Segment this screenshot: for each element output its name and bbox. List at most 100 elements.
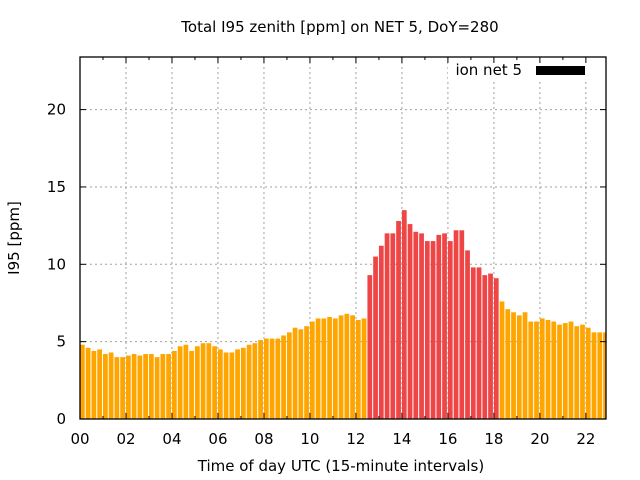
bar [442, 233, 447, 419]
x-tick-label: 20 [530, 430, 549, 448]
bar [321, 318, 327, 419]
bar [194, 346, 200, 419]
legend-label: ion net 5 [455, 61, 522, 79]
bar [603, 332, 606, 419]
bar [470, 267, 476, 419]
bar [447, 241, 453, 419]
bar [373, 256, 378, 419]
y-tick-label: 20 [47, 101, 66, 119]
axes [79, 56, 607, 420]
x-tick-label: 08 [254, 430, 273, 448]
bar [80, 344, 85, 419]
bar [269, 338, 275, 419]
bar [568, 321, 574, 419]
bar [217, 349, 223, 419]
bar [557, 324, 562, 419]
bar [350, 315, 355, 419]
y-axis-label: I95 [ppm] [5, 201, 23, 275]
bar [476, 267, 482, 419]
bar [505, 309, 511, 419]
bar [327, 316, 332, 419]
bar [166, 354, 171, 419]
bar [384, 233, 390, 419]
bar [459, 230, 465, 419]
bar [516, 315, 522, 419]
bar [91, 350, 97, 419]
bar [171, 350, 177, 419]
bar [315, 318, 321, 419]
x-tick-label: 04 [162, 430, 181, 448]
bar [177, 346, 183, 419]
bar [85, 347, 91, 419]
bar [453, 230, 459, 419]
bar [275, 338, 281, 419]
bar [160, 354, 166, 419]
bar [304, 326, 309, 419]
bar [137, 355, 143, 419]
bar [367, 275, 373, 419]
bar [534, 321, 539, 419]
bar [258, 340, 263, 419]
bar [338, 315, 344, 419]
legend: ion net 5 [448, 58, 604, 80]
bar [419, 233, 424, 419]
x-tick-label: 16 [438, 430, 457, 448]
tick-labels: 00 02 04 06 08 10 12 14 16 18 20 22 0 5 10 15 20 [47, 101, 596, 448]
x-tick-label: 06 [208, 430, 227, 448]
bar [292, 327, 298, 419]
bar [499, 301, 505, 419]
bar [183, 344, 189, 419]
bar [252, 343, 258, 419]
bar [240, 347, 246, 419]
bar [200, 343, 206, 419]
bar [344, 313, 350, 419]
bar [436, 234, 442, 419]
bar [281, 335, 286, 419]
bar [522, 312, 528, 419]
bar [597, 332, 603, 419]
bar [413, 231, 419, 419]
x-tick-label: 02 [116, 430, 135, 448]
bar [390, 233, 396, 419]
y-tick-label: 10 [47, 255, 66, 273]
bar [511, 312, 516, 419]
bar [378, 245, 384, 419]
x-axis-label: Time of day UTC (15-minute intervals) [197, 457, 484, 475]
bar [148, 354, 154, 419]
bar [97, 349, 102, 419]
bar [229, 352, 235, 419]
bars [80, 210, 606, 419]
bar [125, 355, 131, 419]
x-tick-label: 00 [70, 430, 89, 448]
bar [189, 350, 194, 419]
bar [482, 275, 488, 419]
bar [114, 357, 120, 419]
bar [574, 326, 580, 419]
bar [355, 319, 361, 419]
bar [332, 318, 338, 419]
bar [545, 319, 551, 419]
bar [143, 354, 148, 419]
y-tick-label: 15 [47, 178, 66, 196]
bar [430, 241, 436, 419]
bar [591, 332, 597, 419]
bar [539, 318, 545, 419]
x-tick-label: 18 [484, 430, 503, 448]
bar [580, 324, 585, 419]
bar [108, 352, 114, 419]
bar [263, 338, 269, 419]
bar [286, 332, 292, 419]
x-tick-label: 22 [576, 430, 595, 448]
bar [465, 250, 470, 419]
bar [424, 241, 430, 419]
bar [154, 357, 160, 419]
bar [131, 354, 137, 419]
bar [488, 273, 493, 419]
bar [585, 327, 591, 419]
bar [396, 220, 401, 419]
bar [407, 224, 413, 419]
chart-title: Total I95 zenith [ppm] on NET 5, DoY=280 [180, 18, 498, 36]
x-tick-label: 14 [392, 430, 411, 448]
x-tick-label: 12 [346, 430, 365, 448]
